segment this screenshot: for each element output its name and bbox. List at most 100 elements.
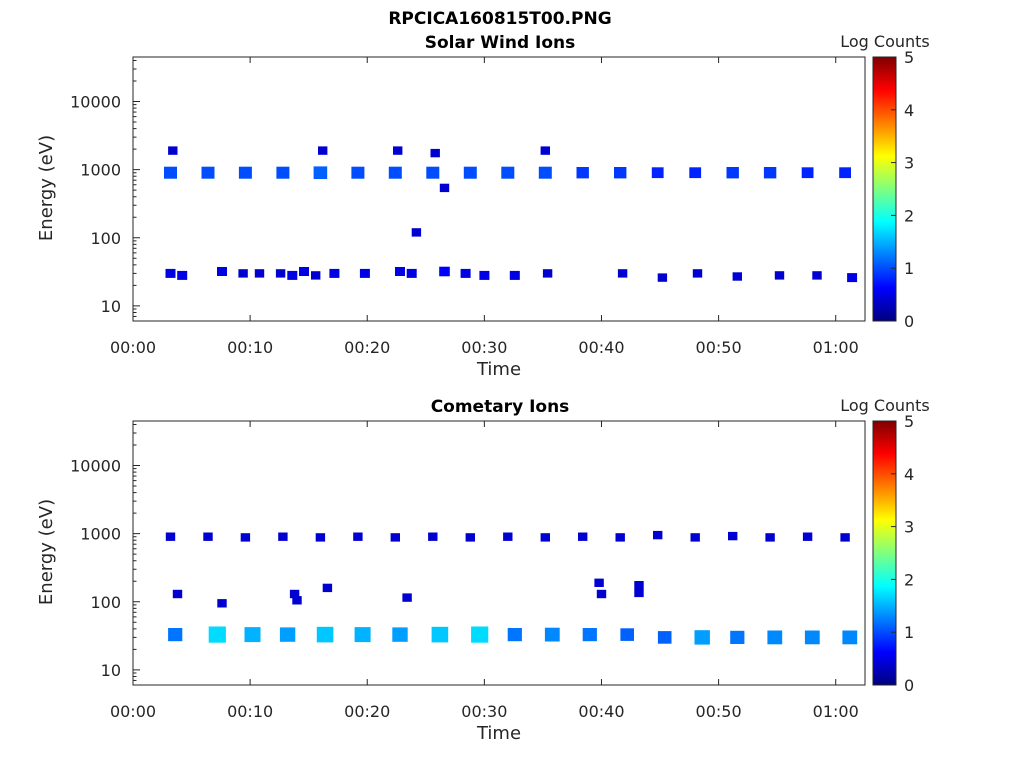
- solar-wind-data-cell: [406, 268, 417, 278]
- cometary-data-cell: [804, 630, 820, 645]
- cometary-data-cell: [428, 532, 438, 541]
- cometary-colorbar-tick-label: 3: [904, 518, 914, 537]
- cometary-data-cell: [402, 593, 412, 602]
- solar-wind-panel: Solar Wind Ions Log Counts Time Energy (…: [36, 32, 930, 380]
- solar-wind-data-cell: [774, 271, 785, 280]
- solar-wind-x-tick-label: 00:50: [696, 338, 742, 357]
- cometary-x-tick-label: 00:30: [461, 702, 507, 721]
- cometary-data-cell: [315, 533, 326, 542]
- cometary-data-cell: [540, 533, 550, 542]
- solar-wind-data-cell: [692, 269, 703, 278]
- cometary-data-cell: [165, 532, 176, 541]
- solar-wind-data-cell: [359, 268, 370, 278]
- solar-wind-data-cell: [299, 267, 309, 276]
- cometary-data-cell: [507, 628, 522, 642]
- solar-wind-data-cell: [329, 268, 340, 278]
- cometary-data-cell: [634, 581, 644, 590]
- solar-wind-colorbar-label: Log Counts: [840, 32, 930, 51]
- cometary-data-cell: [354, 627, 371, 643]
- cometary-data-cell: [471, 626, 489, 643]
- solar-wind-data-cell: [439, 266, 450, 277]
- solar-wind-data-cell: [509, 270, 520, 280]
- solar-wind-x-tick-label: 00:10: [227, 338, 273, 357]
- solar-wind-data-cell: [388, 166, 402, 179]
- solar-wind-data-cell: [801, 167, 814, 179]
- solar-wind-y-tick-label: 10: [101, 297, 121, 316]
- solar-wind-data-cell: [460, 268, 471, 278]
- solar-wind-colorbar-tick-label: 3: [904, 154, 914, 173]
- cometary-x-tick-label: 00:50: [696, 702, 742, 721]
- solar-wind-colorbar-tick-label: 1: [904, 259, 914, 278]
- cometary-x-tick-label: 00:20: [344, 702, 390, 721]
- solar-wind-data-cell: [812, 271, 822, 280]
- cometary-x-tick-label: 01:00: [813, 702, 859, 721]
- solar-wind-data-cell: [538, 166, 552, 179]
- solar-wind-data-cell: [318, 146, 328, 155]
- solar-wind-data-cell: [201, 166, 215, 179]
- solar-wind-colorbar-tick-label: 0: [904, 312, 914, 331]
- figure-title: RPCICA160815T00.PNG: [388, 9, 611, 29]
- solar-wind-data-cell: [393, 146, 403, 155]
- solar-wind-data-cell: [657, 273, 668, 282]
- cometary-y-tick-label: 10: [101, 661, 121, 680]
- solar-wind-colorbar-tick-label: 4: [904, 101, 914, 120]
- cometary-panel: Cometary Ions Log Counts Time Energy (eV…: [36, 396, 930, 744]
- cometary-x-tick-label: 00:40: [578, 702, 624, 721]
- cometary-data-cell: [278, 532, 288, 541]
- solar-wind-data-cell: [177, 270, 188, 280]
- solar-wind-data-cell: [411, 228, 422, 237]
- cometary-data-cell: [802, 532, 813, 541]
- solar-wind-data-cell: [165, 268, 176, 278]
- cometary-data-cell: [390, 533, 400, 542]
- cometary-y-tick-label: 1000: [80, 525, 121, 544]
- cometary-data-cell: [279, 627, 296, 642]
- cometary-colorbar-label: Log Counts: [840, 396, 930, 415]
- solar-wind-data-cell: [313, 166, 328, 179]
- cometary-colorbar-tick-label: 1: [904, 623, 914, 642]
- cometary-data-cell: [240, 533, 251, 542]
- cometary-title: Cometary Ions: [431, 397, 570, 417]
- solar-wind-data-cell: [617, 269, 628, 278]
- cometary-plot-frame: [132, 420, 866, 686]
- solar-wind-data-cell: [168, 146, 178, 155]
- cometary-data-cell: [316, 626, 334, 643]
- cometary-data-cell: [842, 630, 858, 645]
- solar-wind-x-tick-label: 00:40: [578, 338, 624, 357]
- solar-wind-data-cell: [217, 267, 227, 276]
- cometary-data-cell: [208, 626, 226, 643]
- solar-wind-x-label: Time: [476, 359, 521, 380]
- solar-wind-x-tick-label: 00:30: [461, 338, 507, 357]
- cometary-data-cell: [322, 583, 333, 593]
- cometary-data-cell: [728, 531, 738, 541]
- cometary-data-cell: [392, 627, 408, 642]
- solar-wind-data-cell: [651, 167, 664, 179]
- solar-wind-data-cell: [542, 269, 553, 278]
- solar-wind-data-cell: [275, 269, 286, 278]
- cometary-x-tick-label: 00:00: [110, 702, 156, 721]
- solar-wind-x-tick-label: 01:00: [813, 338, 859, 357]
- solar-wind-data-cell: [614, 167, 627, 179]
- cometary-data-cell: [765, 533, 775, 542]
- cometary-colorbar-tick-label: 0: [904, 676, 914, 695]
- solar-wind-data-cell: [540, 146, 550, 155]
- solar-wind-colorbar: [872, 56, 897, 322]
- solar-wind-data-cell: [164, 166, 177, 179]
- solar-wind-plot-frame: [132, 56, 866, 322]
- cometary-y-tick-label: 100: [90, 593, 121, 612]
- cometary-data-cell: [217, 599, 227, 608]
- cometary-y-tick-label: 10000: [70, 457, 121, 476]
- cometary-data-cell: [596, 589, 607, 599]
- solar-wind-data-cell: [847, 273, 858, 283]
- cometary-data-cell: [203, 532, 213, 541]
- solar-wind-y-tick-label: 100: [90, 229, 121, 248]
- solar-wind-colorbar-tick-label: 5: [904, 48, 914, 67]
- cometary-data-cell: [615, 533, 625, 542]
- solar-wind-data-cell: [463, 166, 477, 179]
- solar-wind-x-tick-label: 00:00: [110, 338, 156, 357]
- solar-wind-data-cell: [732, 272, 742, 281]
- solar-wind-data-cell: [238, 166, 252, 179]
- solar-wind-data-cell: [839, 167, 851, 179]
- cometary-data-cell: [503, 532, 513, 541]
- cometary-data-cell: [578, 532, 588, 541]
- solar-wind-colorbar-tick-label: 2: [904, 206, 914, 225]
